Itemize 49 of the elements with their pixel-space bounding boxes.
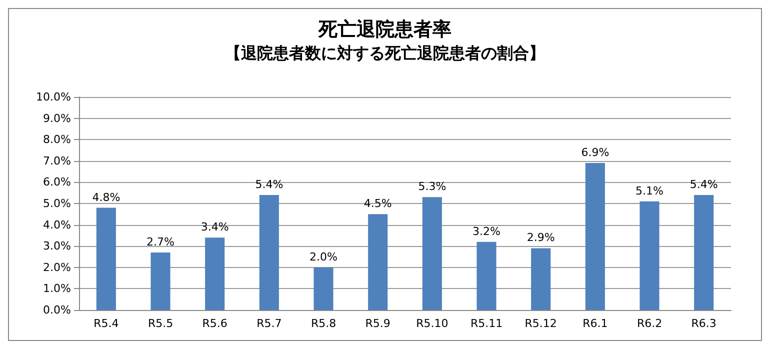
x-tick-label: R5.11 — [470, 317, 503, 330]
data-label: 3.4% — [200, 220, 229, 234]
bar — [531, 248, 551, 310]
bar — [640, 201, 660, 310]
x-tick-label: R6.2 — [636, 317, 662, 330]
y-tick-label: 6.0% — [43, 176, 71, 189]
y-tick-label: 9.0% — [43, 112, 71, 125]
bar — [368, 214, 388, 310]
bar — [259, 194, 279, 310]
x-tick-label: R5.5 — [148, 317, 174, 330]
bar — [150, 252, 170, 310]
data-label: 4.8% — [92, 190, 120, 204]
chart-title: 死亡退院患者率 — [318, 18, 452, 40]
y-tick-label: 3.0% — [43, 240, 71, 253]
bar — [422, 197, 442, 310]
y-tick-label: 4.0% — [43, 218, 71, 232]
data-label: 6.9% — [581, 146, 610, 160]
bar — [96, 208, 116, 310]
x-tick-label: R5.9 — [365, 317, 390, 330]
y-tick-label: 8.0% — [43, 133, 71, 146]
x-tick-label: R5.7 — [256, 317, 282, 330]
x-tick-label: R5.12 — [524, 317, 557, 330]
y-tick-label: 2.0% — [43, 260, 71, 274]
x-tick-label: R6.1 — [582, 317, 608, 330]
bar — [476, 242, 496, 310]
bar — [205, 238, 225, 310]
bar — [314, 267, 334, 310]
data-label: 5.1% — [636, 184, 664, 198]
y-tick-label: 10.0% — [36, 90, 71, 104]
y-tick-label: 5.0% — [43, 197, 71, 210]
data-label: 5.3% — [418, 180, 446, 194]
data-label: 3.2% — [472, 224, 500, 238]
data-label: 4.5% — [364, 197, 392, 210]
x-tick-label: R6.3 — [691, 317, 716, 330]
x-tick-label: R5.6 — [202, 317, 228, 330]
y-tick-label: 0.0% — [43, 304, 71, 316]
chart-subtitle: 【退院患者数に対する死亡退院患者の割合】 — [225, 44, 545, 62]
bar — [694, 194, 714, 310]
data-label: 2.9% — [526, 231, 555, 244]
bar — [585, 163, 605, 310]
x-tick-label: R5.8 — [310, 317, 336, 330]
y-tick-label: 7.0% — [43, 154, 71, 168]
data-label: 5.4% — [255, 178, 284, 191]
data-label: 2.7% — [146, 235, 174, 248]
data-label: 5.4% — [690, 178, 718, 191]
y-tick-label: 1.0% — [43, 282, 71, 296]
x-tick-label: R5.4 — [94, 317, 119, 330]
data-label: 2.0% — [310, 250, 338, 264]
x-tick-label: R5.10 — [416, 317, 448, 330]
